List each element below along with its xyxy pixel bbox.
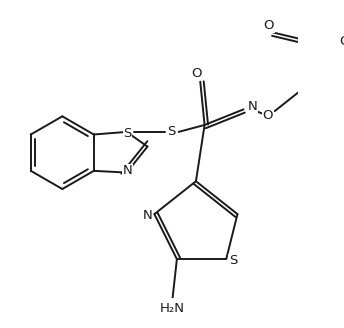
Text: O: O: [340, 35, 344, 48]
Text: N: N: [143, 209, 152, 222]
Text: S: S: [168, 125, 176, 138]
Text: O: O: [262, 109, 273, 122]
Text: S: S: [229, 254, 237, 267]
Text: S: S: [123, 127, 132, 140]
Text: H₂N: H₂N: [160, 302, 185, 315]
Text: O: O: [192, 67, 202, 79]
Text: N: N: [123, 164, 132, 177]
Text: O: O: [264, 19, 274, 32]
Text: N: N: [247, 100, 257, 113]
